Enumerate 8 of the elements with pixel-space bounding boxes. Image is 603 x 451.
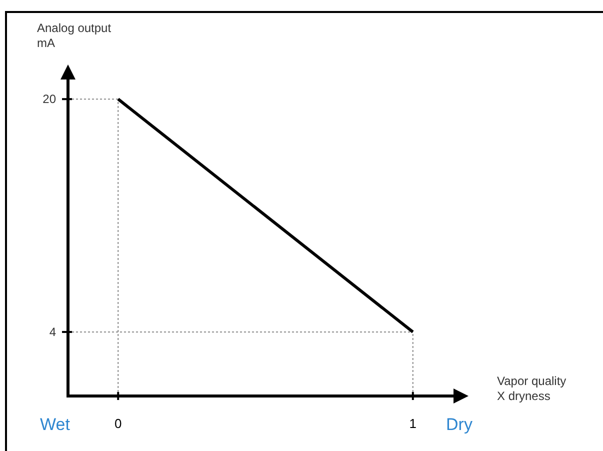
x-axis-title: Vapor quality X dryness: [497, 374, 566, 403]
x-tick-label: 1: [409, 416, 417, 431]
text: Dry: [446, 415, 473, 434]
x-tick-label: 0: [114, 416, 122, 431]
y-tick-label: 4: [49, 324, 56, 339]
text: Wet: [40, 415, 70, 434]
y-tick-label: 20: [42, 92, 56, 106]
y-axis-title: Analog output mA: [37, 21, 112, 50]
